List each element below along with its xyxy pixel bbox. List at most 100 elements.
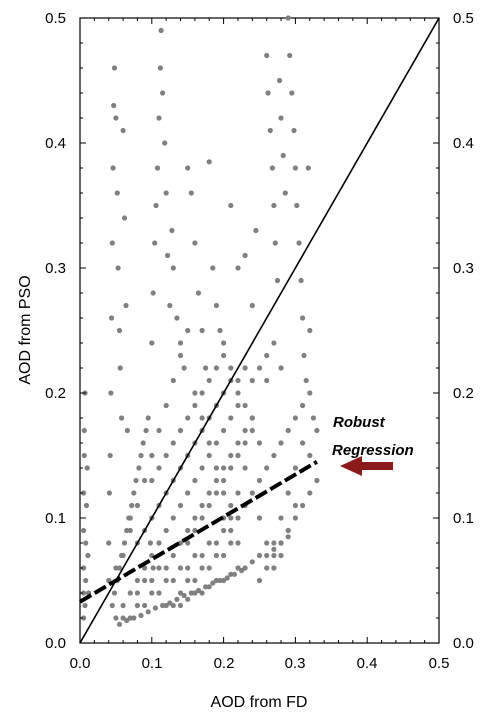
data-point — [228, 540, 234, 546]
y-tick-label: 0.1 — [45, 510, 66, 527]
data-point — [206, 490, 212, 496]
data-point — [81, 565, 87, 571]
data-point — [145, 415, 151, 421]
data-point — [170, 577, 176, 584]
data-point — [242, 252, 248, 259]
data-point — [271, 202, 277, 209]
data-point — [107, 452, 113, 459]
data-point — [160, 90, 166, 96]
data-point — [170, 552, 176, 559]
data-point — [285, 527, 291, 534]
y-tick-label-right: 0.2 — [453, 385, 474, 402]
data-point — [213, 540, 219, 546]
y-tick-label: 0.2 — [45, 385, 66, 402]
data-point — [314, 427, 320, 434]
data-point — [147, 540, 153, 546]
data-point — [300, 402, 306, 409]
y-tick-label-right: 0.1 — [453, 510, 474, 527]
data-point — [228, 415, 234, 421]
data-point — [228, 502, 234, 509]
data-point — [213, 465, 219, 471]
data-point — [300, 315, 306, 321]
data-point — [285, 15, 291, 21]
data-point — [109, 602, 115, 609]
data-point — [131, 615, 137, 621]
data-point — [82, 602, 88, 609]
data-point — [160, 602, 166, 609]
data-point — [210, 580, 216, 586]
arrow-icon — [340, 456, 393, 476]
data-point — [228, 202, 234, 209]
data-point — [213, 365, 219, 371]
data-point — [228, 452, 234, 459]
data-point — [217, 327, 223, 334]
data-point — [300, 440, 306, 446]
y-tick-label-right: 0.3 — [453, 260, 474, 277]
data-point — [235, 452, 241, 459]
data-point — [83, 502, 90, 509]
data-point — [149, 340, 155, 346]
data-point — [228, 571, 234, 577]
data-point — [109, 315, 115, 321]
data-point — [271, 540, 277, 546]
data-point — [203, 584, 209, 590]
data-point — [113, 115, 119, 121]
data-point — [156, 565, 162, 571]
data-point — [265, 90, 271, 96]
data-point — [278, 115, 284, 121]
data-point — [185, 565, 191, 571]
data-point — [116, 327, 123, 334]
data-point — [188, 590, 194, 596]
x-tick-label: 0.1 — [142, 655, 163, 672]
data-point — [264, 565, 270, 571]
data-point — [298, 277, 304, 284]
data-point — [127, 590, 133, 596]
data-point — [249, 415, 255, 421]
data-point — [221, 465, 227, 471]
data-point — [271, 452, 277, 459]
data-point — [199, 327, 205, 334]
data-point — [81, 527, 87, 534]
data-point — [235, 440, 241, 446]
data-point — [84, 465, 90, 471]
data-point — [203, 365, 209, 371]
data-point — [280, 152, 286, 159]
data-point — [224, 575, 230, 581]
data-point — [106, 490, 112, 496]
data-point — [177, 352, 184, 359]
data-point — [185, 596, 191, 602]
data-point — [264, 540, 270, 546]
data-point — [81, 490, 87, 496]
data-point — [150, 565, 156, 571]
data-point — [115, 265, 121, 271]
data-point — [177, 602, 184, 609]
x-tick-label: 0.2 — [214, 655, 235, 672]
data-point — [127, 527, 133, 534]
data-point — [119, 415, 125, 421]
data-point — [113, 615, 119, 621]
data-point — [256, 577, 263, 584]
y-tick-label-right: 0.5 — [453, 10, 474, 27]
data-point — [271, 565, 277, 571]
data-point — [267, 127, 273, 134]
annotation-line1: Robust — [333, 414, 386, 431]
data-point — [188, 190, 194, 196]
data-point — [242, 465, 248, 471]
data-point — [106, 540, 112, 546]
x-tick-label: 0.3 — [285, 655, 306, 672]
data-point — [195, 587, 202, 594]
data-point — [249, 427, 255, 434]
data-point — [206, 502, 212, 509]
axis-ticks — [79, 17, 440, 644]
data-point — [292, 502, 298, 509]
y-tick-label: 0.5 — [45, 10, 66, 27]
data-point — [271, 340, 277, 346]
data-point — [185, 540, 191, 546]
data-point — [213, 440, 219, 446]
data-point — [152, 605, 158, 611]
data-point — [149, 452, 155, 459]
data-point — [162, 140, 168, 146]
data-point — [221, 427, 227, 434]
data-point — [111, 590, 118, 596]
